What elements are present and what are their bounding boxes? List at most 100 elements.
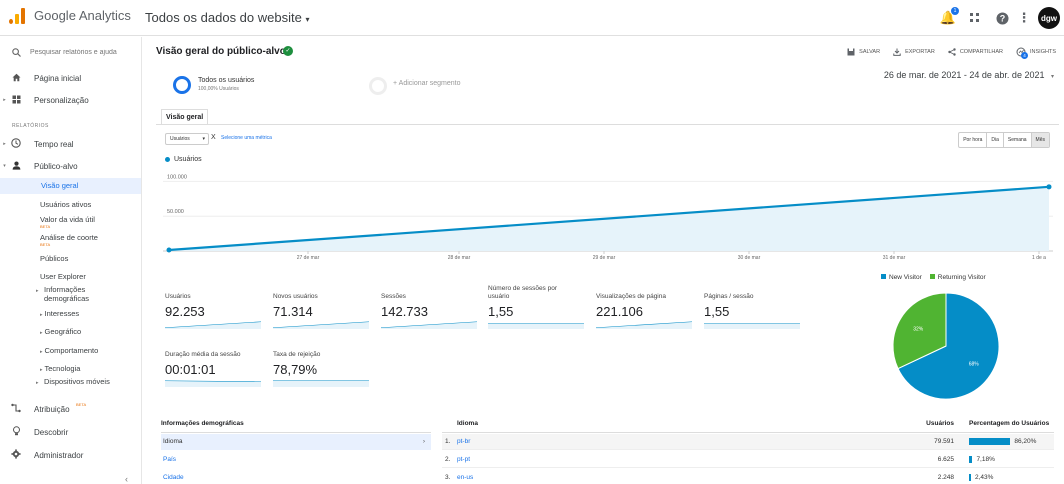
- row-index: 1.: [445, 438, 451, 445]
- kpi-label: Usuários: [165, 293, 191, 300]
- pie-slice-new-visitor[interactable]: [897, 292, 1000, 400]
- kpi-sparkline: [273, 321, 369, 329]
- granularity-day-button[interactable]: Dia: [987, 133, 1004, 147]
- metric-select-value: Usuários: [170, 136, 190, 142]
- row-index: 2.: [445, 456, 451, 463]
- sidebar-sub-behavior[interactable]: ▸ Comportamento: [40, 346, 98, 355]
- granularity-hour-button[interactable]: Por hora: [959, 133, 988, 147]
- sidebar-sub-user-explorer[interactable]: User Explorer: [40, 272, 86, 281]
- notifications-bell-icon[interactable]: 🔔 1: [940, 7, 959, 26]
- language-table-header: Idioma Usuários Percentagem do Usuários: [442, 420, 1054, 433]
- more-vert-icon[interactable]: ⋮: [1017, 10, 1031, 25]
- row-users: 79.591: [934, 438, 954, 445]
- demographics-item-language[interactable]: Idioma ›: [161, 434, 431, 450]
- language-link[interactable]: en-us: [457, 474, 474, 481]
- metric-select[interactable]: Usuários ▾: [165, 133, 209, 145]
- add-segment-button[interactable]: + Adicionar segmento: [393, 80, 461, 87]
- percentage-bar: [969, 474, 971, 481]
- kpi-pageviews[interactable]: Visualizações de página 221.106: [596, 293, 696, 329]
- sidebar-sub-interests[interactable]: ▸ Interesses: [40, 309, 79, 318]
- sidebar-sub-technology[interactable]: ▸ Tecnologia: [40, 364, 80, 373]
- legend-swatch: [929, 274, 935, 279]
- sidebar-item-audience[interactable]: ▾ Público-alvo: [0, 157, 142, 175]
- sidebar-sub-demographics[interactable]: ▸ Informações demográficas: [36, 285, 120, 303]
- sidebar-item-label: Atribuição: [34, 404, 70, 414]
- share-icon: [948, 48, 956, 56]
- kpi-pages-per-session[interactable]: Páginas / sessão 1,55: [704, 293, 804, 329]
- beta-badge: BETA: [76, 402, 87, 407]
- export-button[interactable]: EXPORTAR: [893, 47, 935, 57]
- sidebar-sub-label: Comportamento: [44, 346, 99, 355]
- demographics-item-label: Idioma: [163, 438, 183, 445]
- expand-caret-icon: ▸: [40, 367, 43, 373]
- avatar[interactable]: dgw: [1038, 7, 1060, 29]
- pie-slice-returning-visitor[interactable]: [892, 292, 947, 370]
- search-box[interactable]: [12, 45, 137, 59]
- kpi-sparkline: [165, 380, 261, 387]
- reports-section-label: RELATÓRIOS: [12, 123, 49, 129]
- share-button[interactable]: COMPARTILHAR: [948, 47, 1003, 57]
- apps-grid-icon[interactable]: [967, 10, 983, 26]
- language-link[interactable]: pt-pt: [457, 456, 471, 463]
- insights-label: INSIGHTS: [1030, 49, 1056, 55]
- segment-all-users-icon[interactable]: [173, 76, 191, 94]
- google-analytics-logo-icon[interactable]: [9, 8, 25, 24]
- language-link[interactable]: pt-br: [457, 438, 471, 445]
- property-selector[interactable]: Todos os dados do website ▾: [145, 10, 309, 25]
- sidebar-item-discover[interactable]: Descobrir: [0, 423, 142, 441]
- sidebar-sub-cohort-analysis[interactable]: Análise de coorte BETA: [40, 233, 98, 247]
- chevron-down-icon: ▾: [1050, 74, 1054, 80]
- date-range-picker[interactable]: 26 de mar. de 2021 - 24 de abr. de 2021 …: [884, 70, 1054, 80]
- legend-swatch: [165, 157, 170, 162]
- users-line-chart: 100.000 50.000 27 de mar 28 de mar 29 de mar…: [163, 174, 1053, 261]
- help-icon[interactable]: ?: [994, 10, 1010, 26]
- sidebar-sub-geo[interactable]: ▸ Geográfico: [40, 327, 81, 336]
- tab-overview[interactable]: Visão geral: [161, 109, 209, 125]
- granularity-week-button[interactable]: Semana: [1004, 133, 1032, 147]
- sidebar-item-realtime[interactable]: ▸ Tempo real: [0, 135, 142, 153]
- sidebar-item-customization[interactable]: ▸ Personalização: [0, 91, 142, 109]
- share-label: COMPARTILHAR: [959, 49, 1004, 55]
- demographics-item-city[interactable]: Cidade: [163, 474, 184, 481]
- sidebar-sub-audiences[interactable]: Públicos: [40, 254, 69, 263]
- kpi-new-users[interactable]: Novos usuários 71.314: [273, 293, 373, 329]
- demographics-item-country[interactable]: País: [163, 456, 177, 463]
- beta-badge: BETA: [40, 242, 51, 247]
- legend-new-visitor[interactable]: New Visitor: [881, 274, 922, 281]
- kpi-users[interactable]: Usuários 92.253: [165, 293, 265, 329]
- legend-returning-visitor[interactable]: Returning Visitor: [929, 274, 986, 281]
- top-bar: Google Analytics Todos os dados do websi…: [0, 0, 1064, 36]
- sidebar-sub-lifetime-value[interactable]: Valor da vida útil BETA: [40, 215, 95, 229]
- sidebar-item-attribution[interactable]: Atribuição BETA: [0, 400, 142, 418]
- sidebar-item-admin[interactable]: Administrador: [0, 446, 142, 464]
- kpi-avg-session-duration[interactable]: Duração média da sessão 00:01:01: [165, 351, 265, 387]
- search-input[interactable]: [30, 48, 130, 56]
- select-metric-link[interactable]: Selecione uma métrica: [221, 135, 272, 141]
- kpi-sessions-per-user[interactable]: Número de sessões por usuário 1,55: [488, 285, 588, 329]
- kpi-label: Taxa de rejeição: [273, 351, 321, 358]
- chevron-down-icon: ▾: [305, 15, 310, 24]
- add-segment-icon[interactable]: [369, 77, 387, 95]
- kpi-bounce-rate[interactable]: Taxa de rejeição 78,79%: [273, 351, 373, 387]
- brand-name[interactable]: Google Analytics: [34, 8, 131, 23]
- sidebar-sub-label: Informações demográficas: [44, 285, 90, 303]
- sidebar-sub-active-users[interactable]: Usuários ativos: [40, 200, 92, 209]
- save-button[interactable]: SALVAR: [847, 47, 880, 57]
- sidebar-sub-mobile[interactable]: ▸ Dispositivos móveis: [36, 377, 110, 386]
- legend-label: New Visitor: [889, 274, 922, 281]
- sidebar-sub-overview[interactable]: Visão geral: [0, 178, 141, 194]
- collapse-sidebar-button[interactable]: ‹: [125, 474, 128, 484]
- row-percentage: 86,20%: [1014, 438, 1037, 445]
- data-point[interactable]: [166, 247, 172, 253]
- report-actions: SALVAR EXPORTAR COMPARTILHAR 4 INSIGHTS: [847, 47, 1056, 59]
- kpi-sessions[interactable]: Sessões 142.733: [381, 293, 481, 329]
- data-point[interactable]: [1046, 184, 1052, 190]
- granularity-month-button[interactable]: Mês: [1031, 133, 1049, 147]
- sidebar-item-home[interactable]: Página inicial: [0, 69, 142, 87]
- kpi-sparkline: [273, 380, 369, 387]
- insights-button[interactable]: 4 INSIGHTS: [1016, 47, 1056, 59]
- segment-name[interactable]: Todos os usuários: [198, 77, 255, 84]
- series-line: [168, 185, 1050, 252]
- sidebar-sub-label: Geográfico: [44, 327, 82, 336]
- remove-metric-button[interactable]: X: [211, 134, 216, 141]
